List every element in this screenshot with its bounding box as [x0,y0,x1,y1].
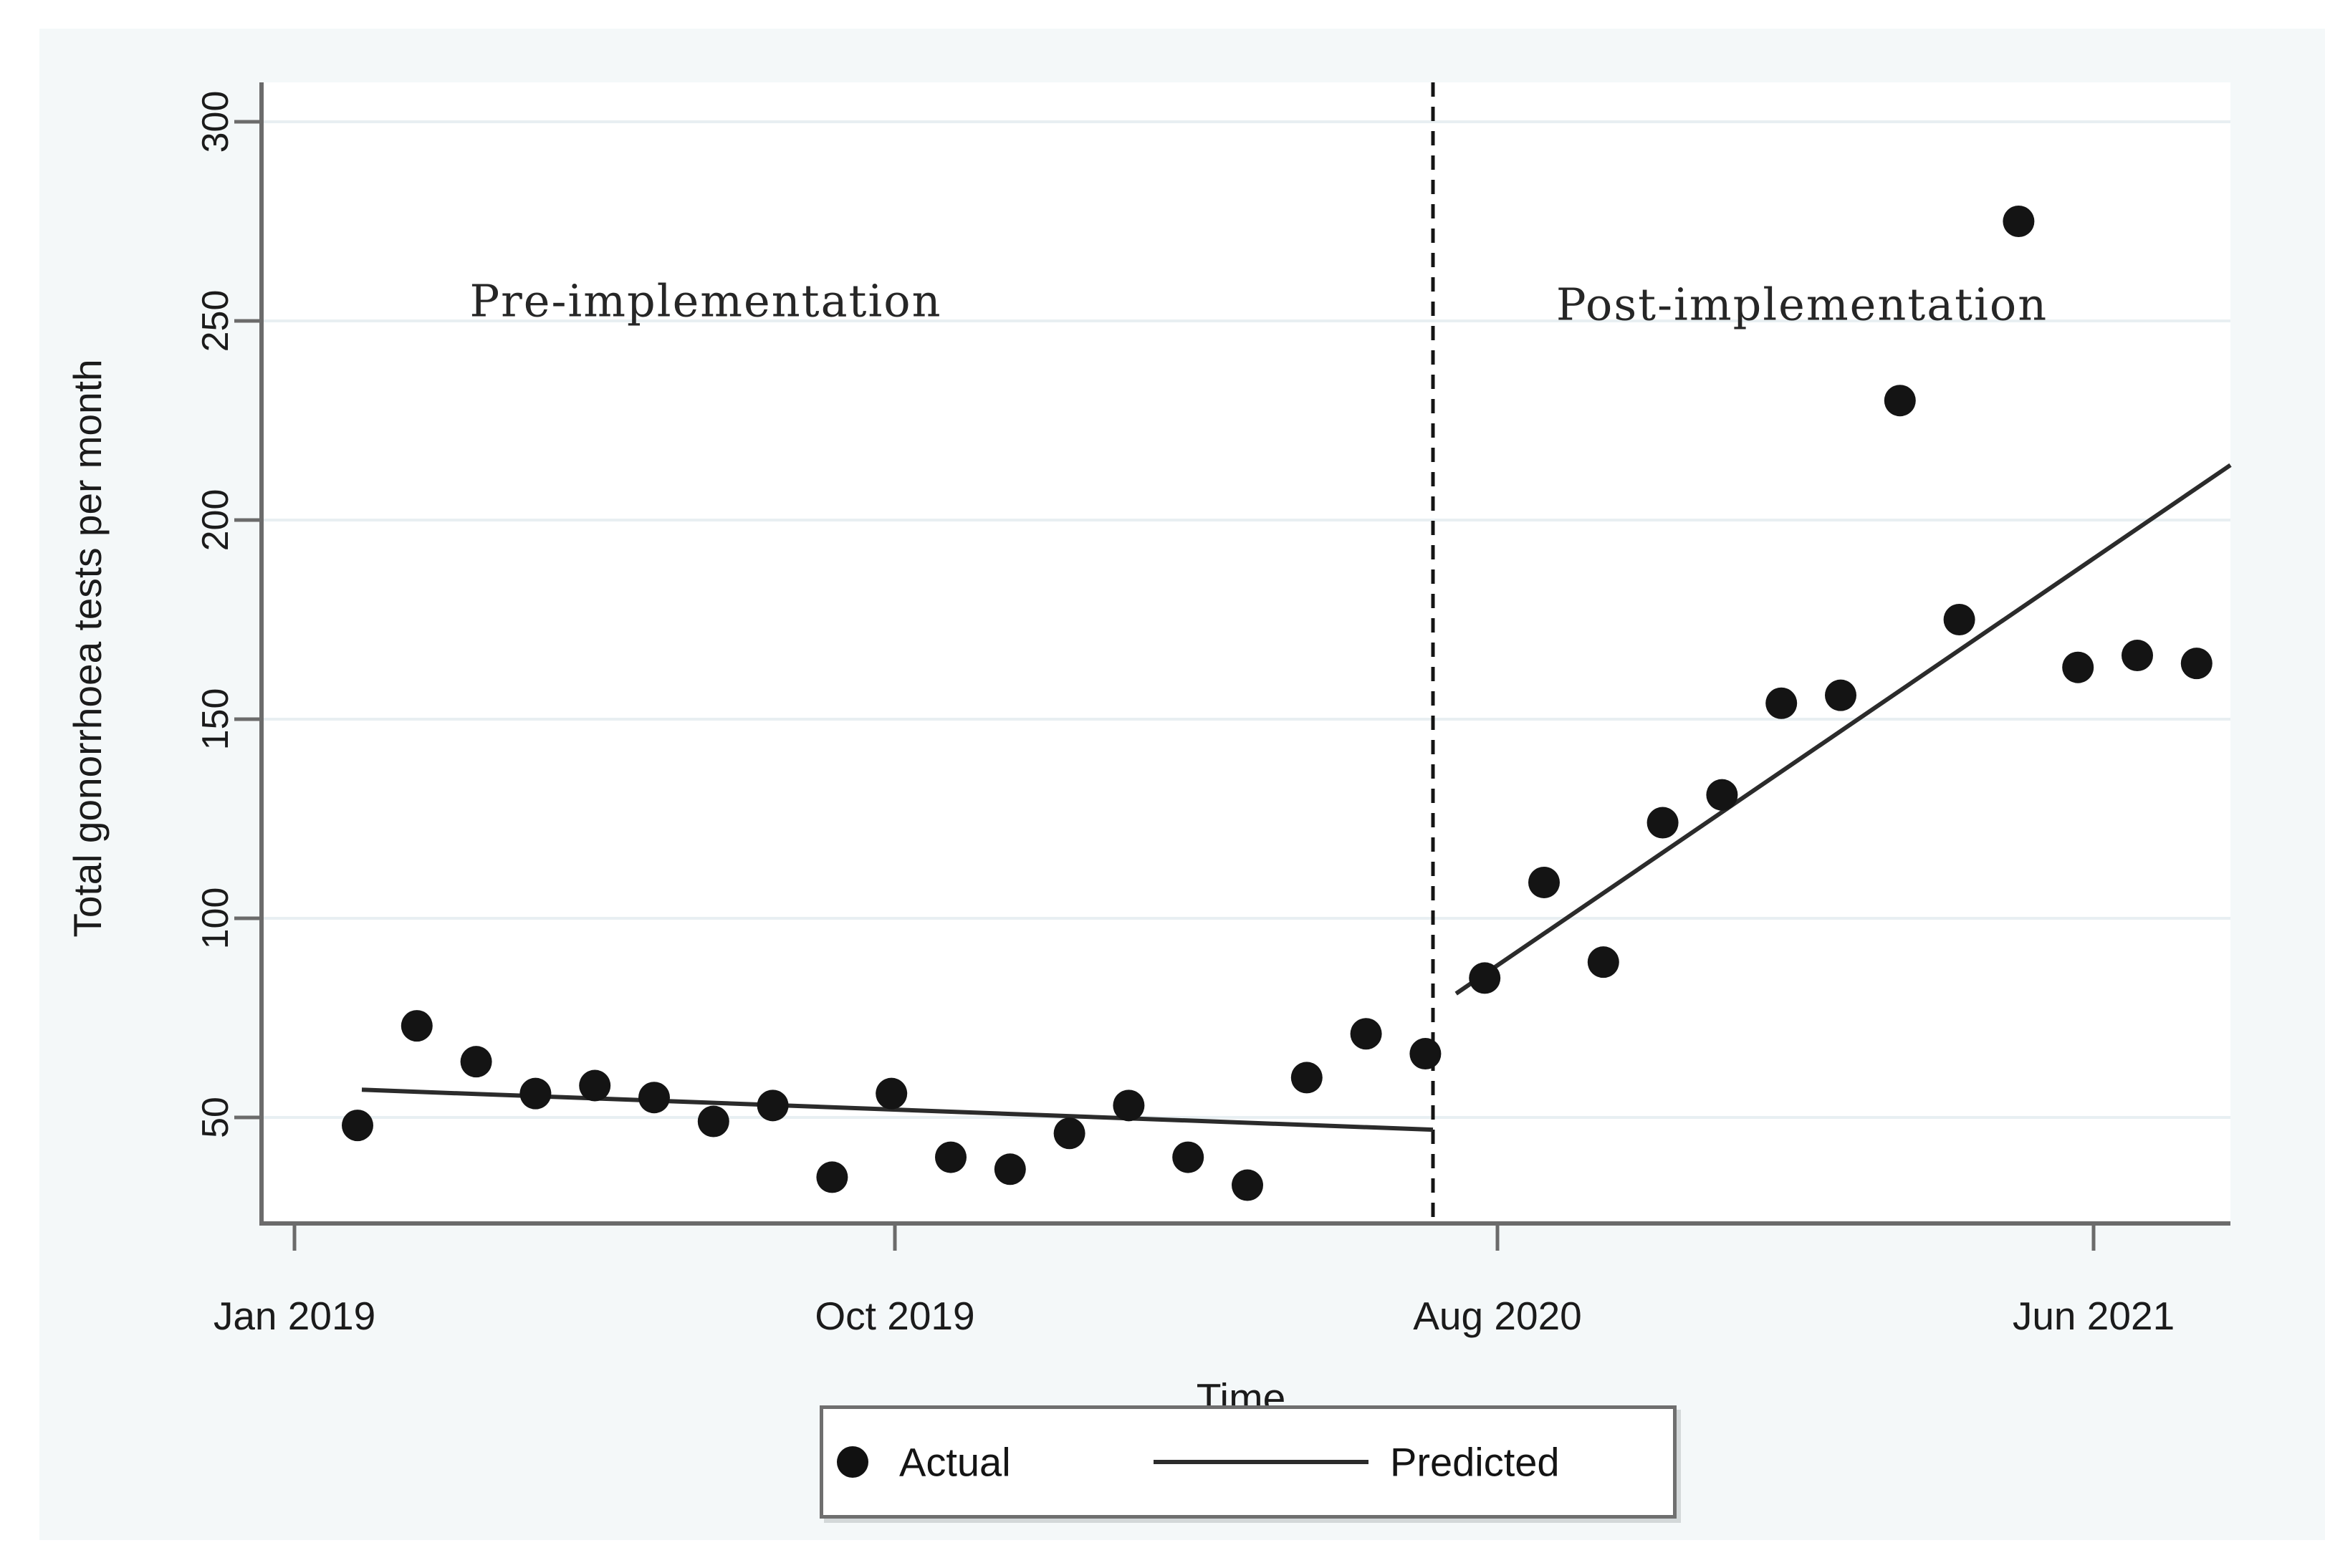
svg-text:Jan 2019: Jan 2019 [214,1294,375,1338]
legend-actual-marker-icon [837,1446,868,1478]
svg-text:200: 200 [195,489,236,552]
svg-text:Aug 2020: Aug 2020 [1413,1294,1582,1338]
svg-text:150: 150 [195,688,236,751]
pre-implementation-annotation: Pre-implementation [469,274,942,327]
legend-predicted-marker-icon [1154,1460,1368,1464]
svg-text:250: 250 [195,290,236,352]
legend-actual-label: Actual [899,1439,1011,1485]
legend-predicted-label: Predicted [1390,1439,1560,1485]
svg-text:Oct 2019: Oct 2019 [815,1294,974,1338]
svg-text:Jun 2021: Jun 2021 [2013,1294,2175,1338]
legend: Actual Predicted [820,1405,1677,1519]
svg-text:300: 300 [195,91,236,153]
post-implementation-annotation: Post-implementation [1555,278,2048,331]
svg-text:100: 100 [195,888,236,950]
svg-text:50: 50 [195,1097,236,1138]
y-axis-title: Total gonorrhoea tests per month [65,359,110,938]
